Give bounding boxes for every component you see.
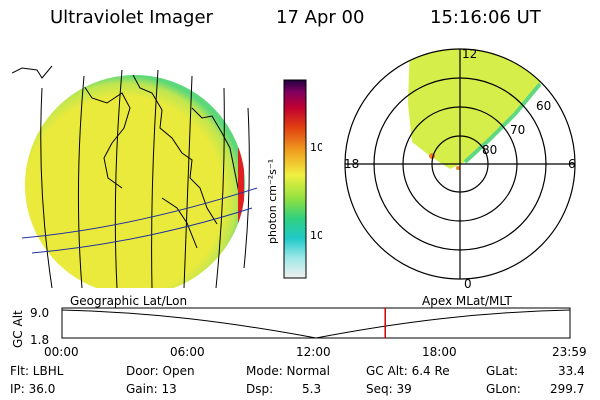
dsp-value: 5.3 bbox=[302, 382, 322, 396]
earth-disc bbox=[25, 75, 245, 288]
polar-mlt-plot: 12 18 6 0 60 70 80 bbox=[344, 47, 576, 291]
time-tick-1800: 18:00 bbox=[422, 345, 457, 359]
colorbar-unit-label: photon cm⁻²s⁻¹ bbox=[266, 159, 279, 244]
time-tick-0600: 06:00 bbox=[170, 345, 205, 359]
altitude-plot: GC Alt 9.0 1.8 bbox=[11, 306, 571, 348]
observation-time: 15:16:06 UT bbox=[430, 7, 541, 28]
altitude-curve bbox=[61, 309, 571, 339]
apex-caption: Apex MLat/MLT bbox=[422, 294, 512, 308]
instrument-title: Ultraviolet Imager bbox=[50, 7, 213, 28]
aurora-image bbox=[408, 49, 550, 169]
ip-info: IP: 36.0 bbox=[10, 382, 56, 396]
latitude-lines bbox=[21, 187, 258, 254]
time-tick-0000: 00:00 bbox=[44, 345, 79, 359]
door-info: Door: Open bbox=[126, 364, 195, 378]
colorbar: 100 10 photon cm⁻²s⁻¹ bbox=[266, 79, 322, 279]
earth-globe-image bbox=[12, 65, 258, 288]
colorbar-tick-100: 100 bbox=[310, 141, 322, 154]
observation-date: 17 Apr 00 bbox=[276, 7, 365, 28]
meridian-lines bbox=[40, 69, 250, 288]
glon-value: 299.7 bbox=[550, 382, 585, 396]
glat-value: 33.4 bbox=[558, 364, 585, 378]
mlt-label-12: 12 bbox=[462, 47, 477, 61]
colorbar-tick-10: 10 bbox=[310, 229, 322, 242]
time-tick-2359: 23:59 bbox=[552, 345, 587, 359]
altitude-min-label: 1.8 bbox=[30, 333, 49, 347]
dsp-label: Dsp: bbox=[246, 382, 274, 396]
polar-grid bbox=[344, 48, 576, 280]
mlt-label-6: 6 bbox=[568, 157, 576, 171]
mlt-label-18: 18 bbox=[344, 157, 359, 171]
mode-info: Mode: Normal bbox=[246, 364, 330, 378]
colorbar-gradient bbox=[283, 79, 307, 279]
altitude-plot-frame bbox=[61, 307, 571, 339]
gain-info: Gain: 13 bbox=[126, 382, 177, 396]
altitude-axis-label: GC Alt bbox=[11, 310, 25, 348]
mlat-label-80: 80 bbox=[482, 143, 497, 157]
geographic-caption: Geographic Lat/Lon bbox=[70, 294, 188, 308]
gc-alt-info: GC Alt: 6.4 Re bbox=[366, 364, 450, 378]
altitude-max-label: 9.0 bbox=[30, 306, 49, 320]
mlat-label-60: 60 bbox=[536, 99, 551, 113]
coastline-fragment bbox=[12, 65, 53, 79]
glon-label: GLon: bbox=[486, 382, 521, 396]
mlat-label-70: 70 bbox=[510, 123, 525, 137]
seq-info: Seq: 39 bbox=[366, 382, 412, 396]
mlt-label-0: 0 bbox=[464, 277, 472, 291]
glat-label: GLat: bbox=[486, 364, 519, 378]
filter-info: Flt: LBHL bbox=[10, 364, 64, 378]
time-tick-1200: 12:00 bbox=[296, 345, 331, 359]
